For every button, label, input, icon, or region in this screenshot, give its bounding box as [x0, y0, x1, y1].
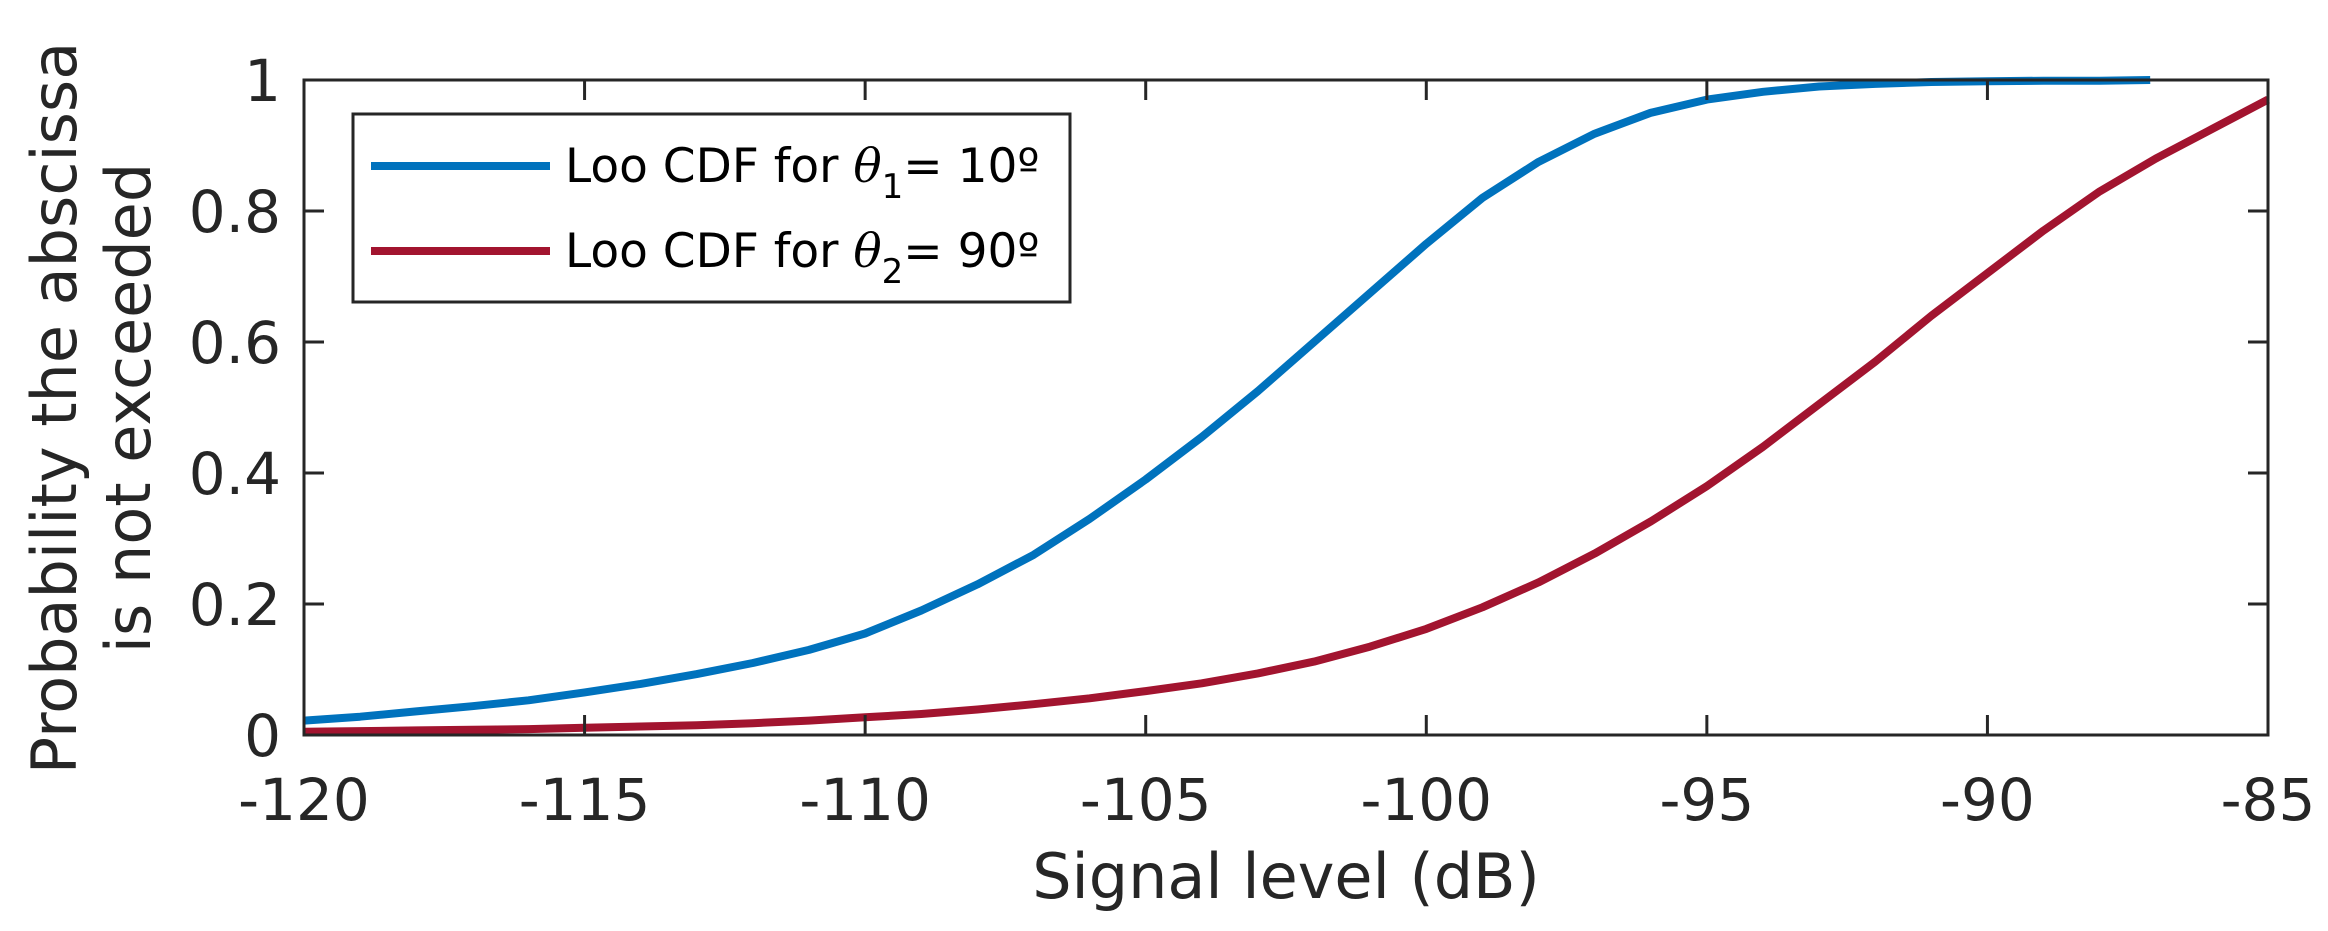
x-tick-label: -90	[1940, 766, 2035, 834]
series-layer	[303, 76, 2270, 736]
series-line-1	[303, 76, 2151, 725]
y-tick-label: 0.6	[189, 309, 281, 377]
y-tick-label: 0.8	[189, 178, 281, 246]
x-tick-label: -110	[799, 766, 931, 834]
legend-label-1: Loo CDF for θ1= 10º	[565, 139, 1040, 207]
series-line-2	[303, 96, 2270, 736]
x-tick-label: -95	[1659, 766, 1754, 834]
y-tick-label: 0.4	[189, 440, 281, 508]
y-axis-title-line-1: Probability the abscissa	[18, 42, 91, 774]
x-tick-label: -115	[519, 766, 651, 834]
ticks-layer: -120 -115 -110 -105 -100 -95 -90 -85 0 0.2 0.4 0.6 0…	[189, 47, 2316, 834]
x-tick-label: -85	[2221, 766, 2316, 834]
legend-label-2: Loo CDF for θ2= 90º	[565, 224, 1040, 292]
y-tick-label: 0	[244, 702, 281, 770]
plot-area-frame	[302, 78, 2270, 737]
x-tick-label: -120	[238, 766, 370, 834]
legend-box	[351, 112, 1072, 304]
y-tick-label: 1	[244, 47, 281, 115]
x-tick-label: -105	[1080, 766, 1212, 834]
legend: Loo CDF for θ1= 10º Loo CDF for θ2= 90º	[351, 112, 1072, 304]
y-tick-label: 0.2	[189, 571, 281, 639]
x-axis-title: Signal level (dB)	[1032, 840, 1540, 913]
y-axis-title-line-2: is not exceeded	[92, 163, 165, 653]
x-tick-label: -100	[1360, 766, 1492, 834]
